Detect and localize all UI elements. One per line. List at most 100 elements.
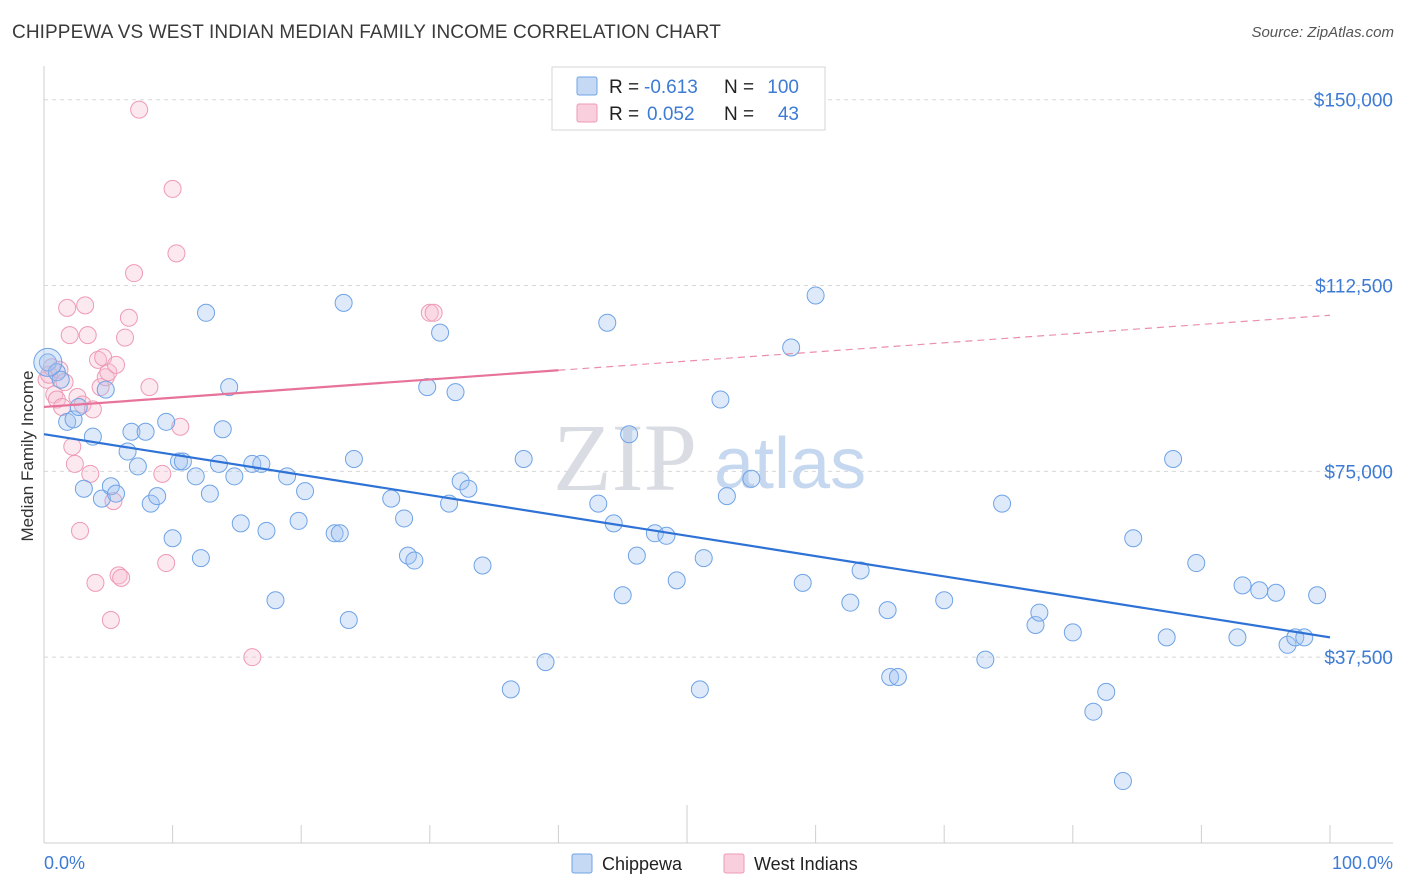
chippewa-point-36	[289, 511, 308, 530]
west-indians-trend-extension	[558, 314, 1331, 371]
y-axis-label: Median Family Income	[18, 370, 37, 541]
chippewa-point-73	[806, 286, 825, 305]
chippewa-point-51	[451, 472, 470, 491]
chippewa-point-27	[213, 420, 232, 439]
west-indians-point-36	[157, 554, 176, 573]
x-tick-label-min: 0.0%	[44, 853, 85, 873]
west-indians-point-21	[91, 378, 110, 397]
chippewa-point-80	[976, 650, 995, 669]
chippewa-point-2	[51, 370, 70, 389]
chippewa-point-11	[107, 484, 126, 503]
chippewa-point-35	[278, 467, 297, 486]
west-indians-point-35	[153, 464, 172, 483]
chippewa-point-69	[717, 487, 736, 506]
chippewa-point-62	[627, 546, 646, 565]
chippewa-point-52	[459, 479, 478, 498]
chippewa-point-81	[993, 494, 1012, 513]
chippewa-point-33	[257, 521, 276, 540]
chippewa-point-96	[1278, 635, 1297, 654]
chippewa-point-99	[1308, 586, 1327, 605]
west-indians-point-31	[119, 308, 138, 327]
chippewa-point-87	[1113, 772, 1132, 791]
chippewa-point-90	[1164, 449, 1183, 468]
chippewa-point-34	[266, 591, 285, 610]
legend-r-label-2: R =	[609, 104, 639, 125]
chippewa-point-71	[782, 338, 801, 357]
chippewa-point-46	[405, 551, 424, 570]
legend-r-value-2: 0.052	[647, 104, 695, 125]
chart-title: CHIPPEWA VS WEST INDIAN MEDIAN FAMILY IN…	[12, 22, 721, 43]
chippewa-point-91	[1187, 554, 1206, 573]
chippewa-point-37	[296, 482, 315, 501]
chippewa-point-83	[1030, 603, 1049, 622]
chippewa-point-75	[851, 561, 870, 580]
chippewa-point-17	[148, 487, 167, 506]
chippewa-point-24	[197, 303, 216, 322]
bottom-legend-chippewa: Chippewa	[602, 854, 683, 874]
chippewa-point-54	[501, 680, 520, 699]
west-indians-point-13	[71, 521, 90, 540]
west-indians-point-11	[65, 454, 84, 473]
chippewa-point-47	[418, 378, 437, 397]
chippewa-point-76	[878, 601, 897, 620]
trend-lines	[43, 314, 1331, 639]
chippewa-point-30	[231, 514, 250, 533]
y-tick-label-2: $112,500	[1315, 277, 1393, 298]
legend-r-value-1: -0.613	[644, 77, 698, 98]
chippewa-point-41	[339, 611, 358, 630]
west-indians-point-27	[107, 355, 126, 374]
west-indians-point-37	[163, 179, 182, 198]
chippewa-point-38	[325, 524, 344, 543]
chippewa-point-50	[446, 383, 465, 402]
legend-n-label-2: N =	[724, 104, 754, 125]
chippewa-point-39	[330, 524, 349, 543]
west-indians-point-34	[140, 378, 159, 397]
chippewa-point-26	[209, 454, 228, 473]
west-indians-point-23	[96, 368, 115, 387]
west-indians-point-29	[112, 568, 131, 587]
chippewa-point-95	[1266, 583, 1285, 602]
chippewa-point-6	[74, 479, 93, 498]
chippewa-point-56	[536, 653, 555, 672]
west-indians-point-8	[58, 298, 77, 317]
west-indians-point-26	[104, 492, 123, 511]
chippewa-cluster-point	[33, 347, 63, 377]
west-indians-point-16	[78, 326, 97, 345]
chippewa-point-0	[38, 353, 57, 372]
west-indians-point-25	[101, 611, 120, 630]
legend-swatch-chippewa	[576, 76, 598, 96]
legend-r-label-1: R =	[609, 77, 639, 98]
chippewa-point-28	[220, 378, 239, 397]
source-label: Source: ZipAtlas.com	[1251, 24, 1394, 41]
chippewa-point-16	[141, 494, 160, 513]
watermark-zip: ZIP	[553, 404, 697, 511]
chippewa-point-85	[1084, 702, 1103, 721]
chippewa-point-92	[1228, 628, 1247, 647]
chippewa-points	[33, 286, 1327, 791]
chippewa-point-15	[136, 422, 155, 441]
chippewa-point-55	[514, 449, 533, 468]
legend-n-value-1: 100	[767, 77, 799, 98]
west-indians-point-33	[130, 100, 149, 119]
chippewa-point-86	[1097, 682, 1116, 701]
chippewa-point-70	[742, 469, 761, 488]
chippewa-point-65	[667, 571, 686, 590]
chippewa-point-79	[935, 591, 954, 610]
chippewa-point-29	[225, 467, 244, 486]
west-indians-point-17	[81, 464, 100, 483]
chippewa-point-22	[186, 467, 205, 486]
west-indians-point-42	[424, 303, 443, 322]
chippewa-point-64	[657, 526, 676, 545]
axes	[43, 66, 1393, 844]
chippewa-point-72	[793, 573, 812, 592]
chippewa-point-74	[841, 593, 860, 612]
chippewa-point-94	[1250, 581, 1269, 600]
series-legend: Chippewa West Indians	[571, 853, 858, 874]
chippewa-point-19	[163, 529, 182, 548]
chippewa-point-25	[200, 484, 219, 503]
chippewa-point-42	[344, 449, 363, 468]
chippewa-point-88	[1124, 529, 1143, 548]
chippewa-point-58	[598, 313, 617, 332]
chippewa-point-5	[69, 397, 88, 416]
grid-lines	[44, 99, 1393, 658]
